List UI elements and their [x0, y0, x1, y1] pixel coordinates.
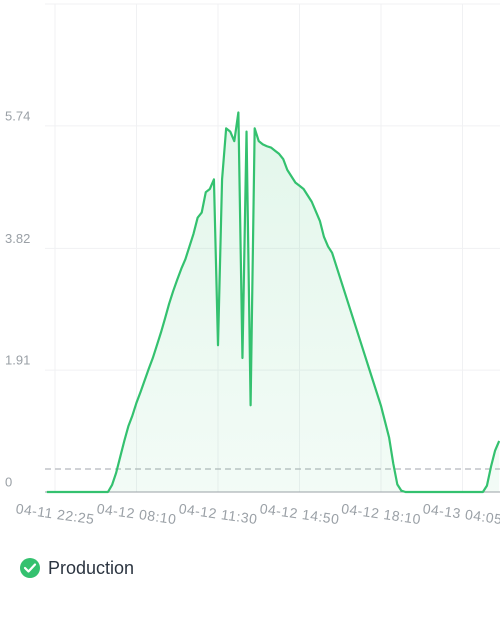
y-tick-label: 1.91: [5, 353, 30, 368]
legend-icon: [20, 558, 40, 578]
y-tick-label: 0: [5, 474, 12, 489]
x-tick-label: 04-12 18:10: [340, 500, 422, 527]
x-tick-label: 04-12 11:30: [178, 500, 259, 527]
legend-label: Production: [48, 558, 134, 578]
x-tick-label: 04-12 08:10: [96, 500, 178, 527]
area: [46, 112, 500, 492]
x-tick-label: 04-12 14:50: [259, 500, 341, 527]
x-tick-label: 04-11 22:25: [15, 500, 96, 527]
y-tick-label: 7.65: [5, 0, 30, 1]
y-tick-label: 5.74: [5, 108, 30, 123]
legend[interactable]: Production: [20, 558, 134, 578]
legend-check: [23, 563, 37, 573]
y-tick-label: 3.82: [5, 231, 30, 246]
line: [46, 111, 500, 494]
x-tick-label: 04-13 04:05: [422, 500, 500, 527]
